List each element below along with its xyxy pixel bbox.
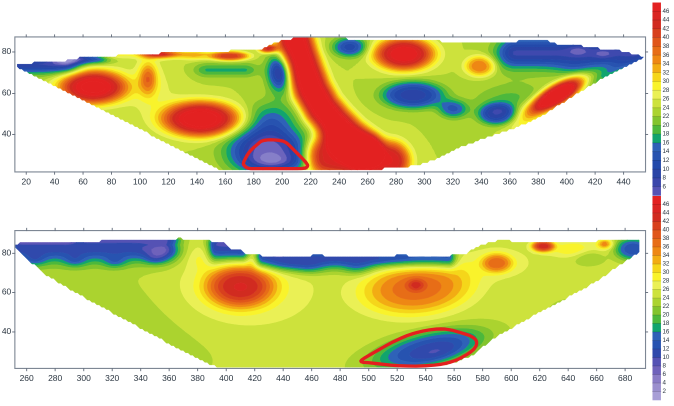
svg-text:34: 34	[662, 61, 669, 68]
svg-text:34: 34	[662, 252, 669, 259]
svg-text:14: 14	[662, 337, 669, 344]
svg-text:620: 620	[533, 373, 547, 383]
svg-text:140: 140	[190, 177, 204, 187]
svg-text:40: 40	[2, 129, 12, 139]
svg-text:30: 30	[662, 78, 669, 85]
svg-text:24: 24	[662, 104, 669, 111]
svg-text:12: 12	[662, 346, 669, 353]
svg-text:580: 580	[476, 373, 490, 383]
svg-text:6: 6	[662, 371, 666, 378]
svg-text:26: 26	[662, 96, 669, 103]
svg-text:28: 28	[662, 87, 669, 94]
svg-text:40: 40	[662, 227, 669, 234]
svg-text:220: 220	[304, 177, 318, 187]
svg-text:260: 260	[20, 373, 34, 383]
svg-text:22: 22	[662, 303, 669, 310]
svg-text:16: 16	[662, 329, 669, 336]
svg-text:560: 560	[447, 373, 461, 383]
svg-text:660: 660	[590, 373, 604, 383]
svg-text:10: 10	[662, 354, 669, 361]
svg-text:380: 380	[531, 177, 545, 187]
svg-text:38: 38	[662, 43, 669, 50]
svg-text:340: 340	[134, 373, 148, 383]
svg-text:36: 36	[662, 244, 669, 251]
svg-text:80: 80	[2, 248, 12, 258]
svg-text:40: 40	[662, 34, 669, 41]
svg-text:440: 440	[276, 373, 290, 383]
svg-text:42: 42	[662, 25, 669, 32]
svg-text:280: 280	[389, 177, 403, 187]
svg-text:160: 160	[218, 177, 232, 187]
svg-text:20: 20	[662, 312, 669, 319]
svg-text:46: 46	[662, 8, 669, 15]
svg-text:680: 680	[618, 373, 632, 383]
svg-text:180: 180	[247, 177, 261, 187]
svg-text:18: 18	[662, 320, 669, 327]
svg-text:14: 14	[662, 148, 669, 155]
svg-text:18: 18	[662, 131, 669, 138]
svg-text:520: 520	[390, 373, 404, 383]
svg-text:36: 36	[662, 52, 669, 59]
svg-text:360: 360	[162, 373, 176, 383]
svg-text:6: 6	[662, 183, 666, 190]
svg-text:400: 400	[219, 373, 233, 383]
svg-text:380: 380	[191, 373, 205, 383]
svg-text:32: 32	[662, 261, 669, 268]
svg-text:300: 300	[77, 373, 91, 383]
svg-text:80: 80	[107, 177, 117, 187]
svg-text:32: 32	[662, 69, 669, 76]
svg-text:40: 40	[2, 326, 12, 336]
svg-text:640: 640	[561, 373, 575, 383]
svg-text:440: 440	[617, 177, 631, 187]
svg-text:4: 4	[662, 380, 666, 387]
svg-text:12: 12	[662, 157, 669, 164]
svg-text:80: 80	[2, 46, 12, 56]
svg-text:10: 10	[662, 166, 669, 173]
svg-text:100: 100	[133, 177, 147, 187]
svg-text:24: 24	[662, 295, 669, 302]
svg-text:60: 60	[78, 177, 88, 187]
svg-text:240: 240	[332, 177, 346, 187]
svg-text:8: 8	[662, 363, 666, 370]
svg-text:60: 60	[2, 287, 12, 297]
svg-text:320: 320	[446, 177, 460, 187]
svg-text:60: 60	[2, 88, 12, 98]
svg-text:40: 40	[50, 177, 60, 187]
svg-text:28: 28	[662, 278, 669, 285]
svg-text:8: 8	[662, 175, 666, 182]
svg-text:600: 600	[504, 373, 518, 383]
svg-text:460: 460	[305, 373, 319, 383]
svg-text:16: 16	[662, 139, 669, 146]
svg-text:420: 420	[248, 373, 262, 383]
svg-text:120: 120	[161, 177, 175, 187]
svg-text:540: 540	[419, 373, 433, 383]
svg-text:340: 340	[474, 177, 488, 187]
svg-text:20: 20	[662, 122, 669, 129]
svg-text:480: 480	[333, 373, 347, 383]
svg-text:200: 200	[275, 177, 289, 187]
svg-text:500: 500	[362, 373, 376, 383]
svg-text:300: 300	[417, 177, 431, 187]
svg-text:2: 2	[662, 388, 666, 395]
svg-text:46: 46	[662, 201, 669, 208]
svg-text:260: 260	[361, 177, 375, 187]
svg-text:22: 22	[662, 113, 669, 120]
svg-text:20: 20	[22, 177, 32, 187]
svg-text:42: 42	[662, 218, 669, 225]
svg-text:420: 420	[588, 177, 602, 187]
svg-text:320: 320	[105, 373, 119, 383]
svg-text:30: 30	[662, 269, 669, 276]
svg-text:44: 44	[662, 17, 669, 24]
svg-text:400: 400	[560, 177, 574, 187]
svg-text:44: 44	[662, 210, 669, 217]
svg-text:360: 360	[503, 177, 517, 187]
svg-text:280: 280	[48, 373, 62, 383]
svg-text:26: 26	[662, 286, 669, 293]
svg-text:38: 38	[662, 235, 669, 242]
